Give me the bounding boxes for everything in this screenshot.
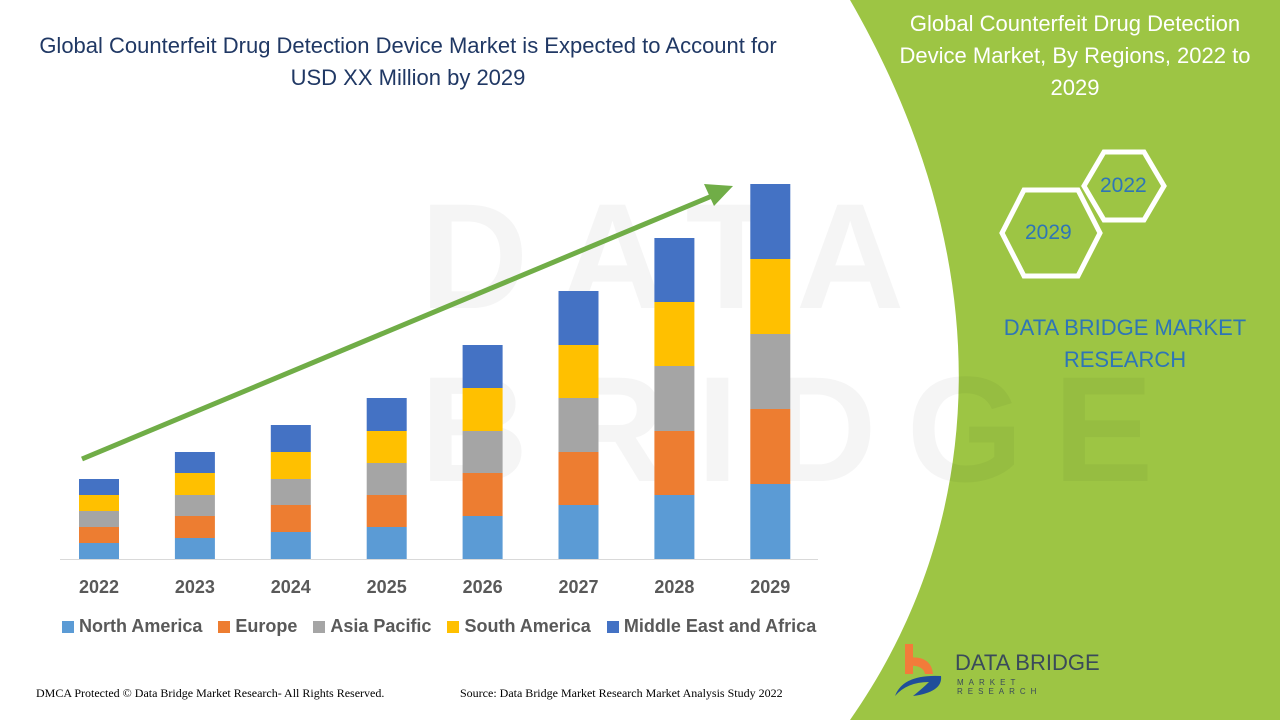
legend-swatch (447, 620, 460, 633)
x-tick-label: 2022 (79, 577, 119, 597)
bar-segment (654, 302, 695, 366)
legend-item: Europe (218, 616, 297, 637)
bar-segment (462, 431, 503, 473)
bar-segment (558, 291, 599, 345)
bar-segment (654, 366, 695, 431)
bar-segment (462, 388, 503, 431)
footer-source: Source: Data Bridge Market Research Mark… (460, 686, 783, 700)
legend-swatch (218, 620, 231, 633)
x-tick-label: 2024 (271, 577, 311, 597)
bar-segment (654, 431, 695, 495)
bar-segment (79, 511, 119, 527)
chart-title: Global Counterfeit Drug Detection Device… (39, 33, 777, 90)
hex-label-2022: 2022 (1100, 174, 1147, 197)
legend-label: Europe (235, 616, 298, 636)
x-tick-label: 2025 (367, 577, 407, 597)
legend-label: Asia Pacific (330, 616, 432, 636)
legend-swatch (606, 620, 619, 633)
bar-segment (558, 398, 599, 452)
logo-mark-icon (895, 644, 942, 696)
x-tick-label: 2027 (558, 577, 598, 597)
bar-segment (79, 527, 119, 543)
bar-segment (558, 345, 599, 398)
logo-name: DATA BRIDGE (955, 650, 1100, 675)
bar-segment (366, 527, 407, 559)
bar-segment (654, 495, 695, 559)
bar-segment (366, 495, 407, 527)
bar-segment (174, 452, 215, 473)
legend-label: North America (79, 616, 203, 636)
data-bridge-logo: DATA BRIDGE MARKET RESEARCH (893, 640, 1103, 700)
bar-segment (270, 532, 311, 559)
bar-segment (558, 505, 599, 559)
legend-swatch (313, 620, 326, 633)
footer-copyright: DMCA Protected © Data Bridge Market Rese… (36, 686, 385, 700)
bar-segment (558, 452, 599, 505)
bar-segment (750, 184, 791, 259)
bar-segment (366, 463, 407, 495)
bar-segment (462, 345, 503, 388)
legend-label: Middle East and Africa (623, 616, 817, 636)
bar-segment (654, 238, 695, 302)
brand-text: DATA BRIDGE MARKET RESEARCH (1003, 315, 1247, 372)
bar-segment (462, 473, 503, 516)
bar-segment (270, 452, 311, 479)
bar-segment (750, 409, 791, 484)
side-title: Global Counterfeit Drug Detection Device… (899, 11, 1251, 100)
bar-segment (174, 473, 215, 495)
legend-item: South America (447, 616, 591, 637)
bar-segment (366, 398, 407, 431)
bar-segment (270, 425, 311, 452)
bar-segment (750, 334, 791, 409)
trend-arrow-head (704, 184, 733, 206)
legend-item: North America (62, 616, 202, 637)
hexagon-2022 (1081, 149, 1167, 223)
legend-label: South America (464, 616, 591, 636)
x-tick-label: 2026 (463, 577, 503, 597)
hex-label-2029: 2029 (1025, 221, 1072, 244)
bar-segment (79, 479, 119, 495)
x-tick-label: 2028 (654, 577, 694, 597)
x-tick-label: 2023 (175, 577, 215, 597)
hexagon-2029 (999, 187, 1103, 279)
bar-segment (270, 505, 311, 532)
legend-swatch (62, 620, 74, 633)
x-tick-label: 2029 (750, 577, 790, 597)
bar-segment (366, 431, 407, 463)
bar-segment (462, 516, 503, 559)
bar-segment (79, 543, 119, 559)
bar-segment (174, 516, 215, 538)
legend: North America Europe Asia Pacific South Ame… (62, 616, 816, 637)
bar-segment (174, 538, 215, 559)
bar-segment (174, 495, 215, 516)
bar-segment (79, 495, 119, 511)
logo-sub: MARKET RESEARCH (957, 678, 1042, 696)
bar-segment (270, 479, 311, 505)
bar-segment (750, 484, 791, 559)
legend-item: Asia Pacific (313, 616, 431, 637)
legend-item: Middle East and Africa (606, 616, 817, 637)
bar-segment (750, 259, 791, 334)
trend-arrow (81, 193, 713, 462)
